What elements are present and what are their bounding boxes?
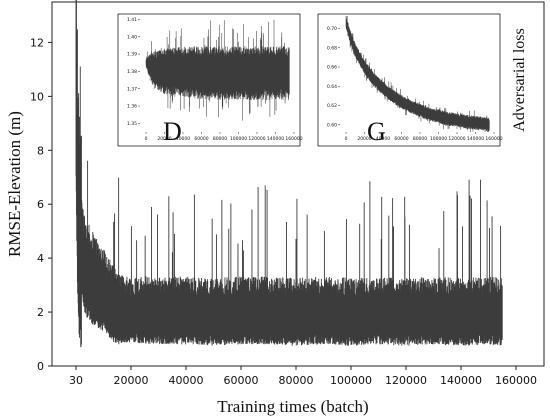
- adversarial-loss-label: Adversarial loss: [511, 28, 528, 132]
- inset-d-x-tick-label: 80000: [213, 136, 227, 142]
- inset-d-x-tick-label: 140000: [267, 136, 284, 142]
- main-x-tick-label: 100000: [330, 374, 372, 387]
- main-axis-ticks: 30 20000 40000 60000 80000 100000 120000 140000…: [30, 36, 537, 387]
- main-series-line: [75, 0, 503, 348]
- main-y-tick-label: 10: [30, 90, 44, 103]
- inset-d-x-tick-label: 160000: [285, 136, 302, 142]
- inset-g-x-tick-label: 60000: [394, 136, 408, 142]
- main-x-tick-label: 20000: [114, 374, 149, 387]
- inset-d-y-tick-label: 1.38: [127, 69, 137, 75]
- inset-d-x-tick-label: 60000: [194, 136, 208, 142]
- inset-g-annotation: G: [367, 117, 386, 146]
- inset-d-y-tick-label: 1.35: [127, 121, 137, 127]
- inset-d-x-tick-label: 40000: [176, 136, 190, 142]
- main-x-tick-label: 80000: [279, 374, 314, 387]
- inset-d-panel: 0 20000 40000 60000 80000 100000 120000 140000 1…: [117, 13, 303, 147]
- main-x-tick-label: 140000: [440, 374, 482, 387]
- main-series-trace: [75, 0, 503, 348]
- inset-g-x-tick-label: 160000: [485, 136, 502, 142]
- inset-g-x-tick-label: 40000: [376, 136, 390, 142]
- inset-g-x-tick-label: 100000: [430, 136, 447, 142]
- main-y-tick-label: 0: [37, 360, 44, 373]
- inset-d-y-tick-label: 1.41: [127, 17, 137, 23]
- main-x-tick-label: 60000: [224, 374, 259, 387]
- inset-g-x-tick-label: 0: [345, 136, 348, 142]
- main-x-tick-label: 160000: [495, 374, 537, 387]
- inset-g-x-tick-label: 80000: [413, 136, 427, 142]
- inset-d-x-tick-label: 20000: [157, 136, 171, 142]
- inset-g-x-tick-label: 140000: [467, 136, 484, 142]
- inset-d-trace: [145, 19, 290, 121]
- main-x-axis-label: Training times (batch): [217, 397, 368, 416]
- inset-d-y-tick-label: 1.40: [127, 34, 137, 40]
- main-y-tick-label: 4: [37, 252, 44, 265]
- main-x-tick-label: 120000: [385, 374, 427, 387]
- inset-g-ticks: 0 20000 40000 60000 80000 100000 120000 140000 1…: [327, 26, 503, 142]
- inset-g-trace: [345, 16, 490, 132]
- main-y-tick-label: 12: [30, 36, 44, 49]
- inset-d-annotation: D: [163, 117, 182, 146]
- inset-g-x-tick-label: 120000: [448, 136, 465, 142]
- main-y-tick-label: 8: [37, 144, 44, 157]
- main-x-tick-label: 40000: [169, 374, 204, 387]
- inset-g-y-tick-label: 0.64: [327, 84, 337, 90]
- main-plot-frame: [51, 1, 545, 367]
- inset-g-panel: 0 20000 40000 60000 80000 100000 120000 140000 1…: [317, 13, 503, 147]
- main-x-tick-label: 30: [69, 374, 83, 387]
- inset-g-y-tick-label: 0.70: [327, 26, 337, 32]
- inset-g-x-tick-label: 20000: [357, 136, 371, 142]
- inset-d-y-tick-label: 1.37: [127, 86, 137, 92]
- main-y-tick-label: 2: [37, 306, 44, 319]
- inset-d-y-tick-label: 1.39: [127, 52, 137, 58]
- inset-g-series: [345, 16, 490, 132]
- inset-d-series: [145, 19, 290, 121]
- inset-g-y-tick-label: 0.66: [327, 65, 337, 71]
- inset-d-x-tick-label: 100000: [230, 136, 247, 142]
- main-y-tick-label: 6: [37, 198, 44, 211]
- main-y-axis-label: RMSE-Elevation (m): [5, 111, 24, 257]
- inset-g-y-tick-label: 0.62: [327, 103, 337, 109]
- inset-g-y-tick-label: 0.60: [327, 122, 337, 128]
- inset-d-x-tick-label: 0: [145, 136, 148, 142]
- inset-g-y-tick-label: 0.68: [327, 45, 337, 51]
- inset-d-ticks: 0 20000 40000 60000 80000 100000 120000 140000 1…: [127, 17, 303, 142]
- inset-d-x-tick-label: 120000: [248, 136, 265, 142]
- inset-d-y-tick-label: 1.36: [127, 104, 137, 110]
